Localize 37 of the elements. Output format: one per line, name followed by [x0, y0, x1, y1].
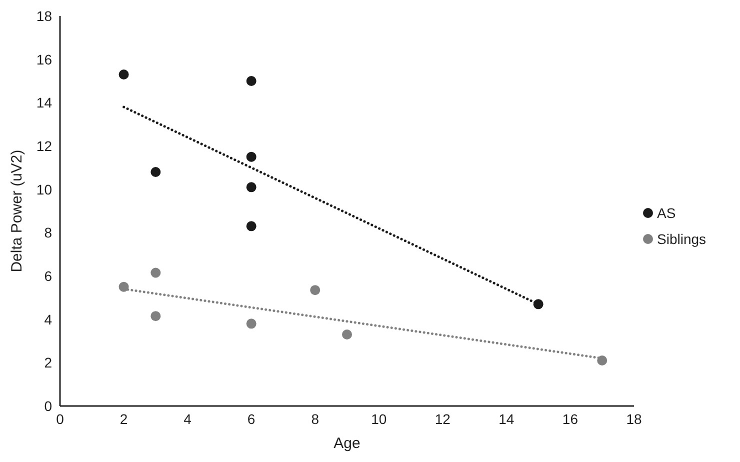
point	[150, 311, 161, 322]
y-tick-label: 4	[44, 311, 52, 328]
y-tick-label: 6	[44, 268, 52, 284]
x-tick-label: 2	[120, 410, 128, 427]
y-tick-label: 14	[36, 94, 52, 111]
x-tick-label: 12	[434, 410, 451, 427]
x-tick-label: 14	[498, 410, 514, 427]
point	[246, 76, 256, 86]
x-axis-title: Age	[334, 435, 360, 452]
point	[150, 167, 161, 177]
point	[246, 221, 256, 232]
y-tick-label: 8	[44, 224, 52, 241]
point	[246, 318, 256, 329]
x-tick-label: 10	[371, 410, 387, 427]
y-tick-label: 12	[36, 138, 52, 154]
point	[118, 70, 129, 80]
x-tick-label: 18	[626, 410, 642, 427]
point	[246, 152, 256, 162]
y-tick-label: 18	[36, 8, 52, 24]
x-tick-label: 8	[311, 410, 320, 427]
legend-label: Siblings	[657, 231, 706, 247]
point	[533, 299, 544, 310]
x-tick-label: 0	[56, 410, 64, 427]
point	[150, 268, 161, 278]
point	[342, 330, 352, 340]
y-tick-label: 16	[36, 51, 52, 68]
point	[310, 285, 320, 296]
point	[597, 356, 608, 366]
x-tick-label: 6	[247, 410, 256, 427]
y-tick-label: 0	[44, 398, 52, 414]
point	[246, 182, 256, 192]
legend-label: AS	[657, 205, 676, 221]
y-tick-label: 10	[36, 181, 52, 198]
x-tick-label: 4	[184, 410, 192, 427]
x-tick-label: 16	[562, 410, 578, 427]
y-tick-label: 2	[44, 354, 52, 371]
y-axis-title: Delta Power (uV2)	[8, 150, 26, 272]
